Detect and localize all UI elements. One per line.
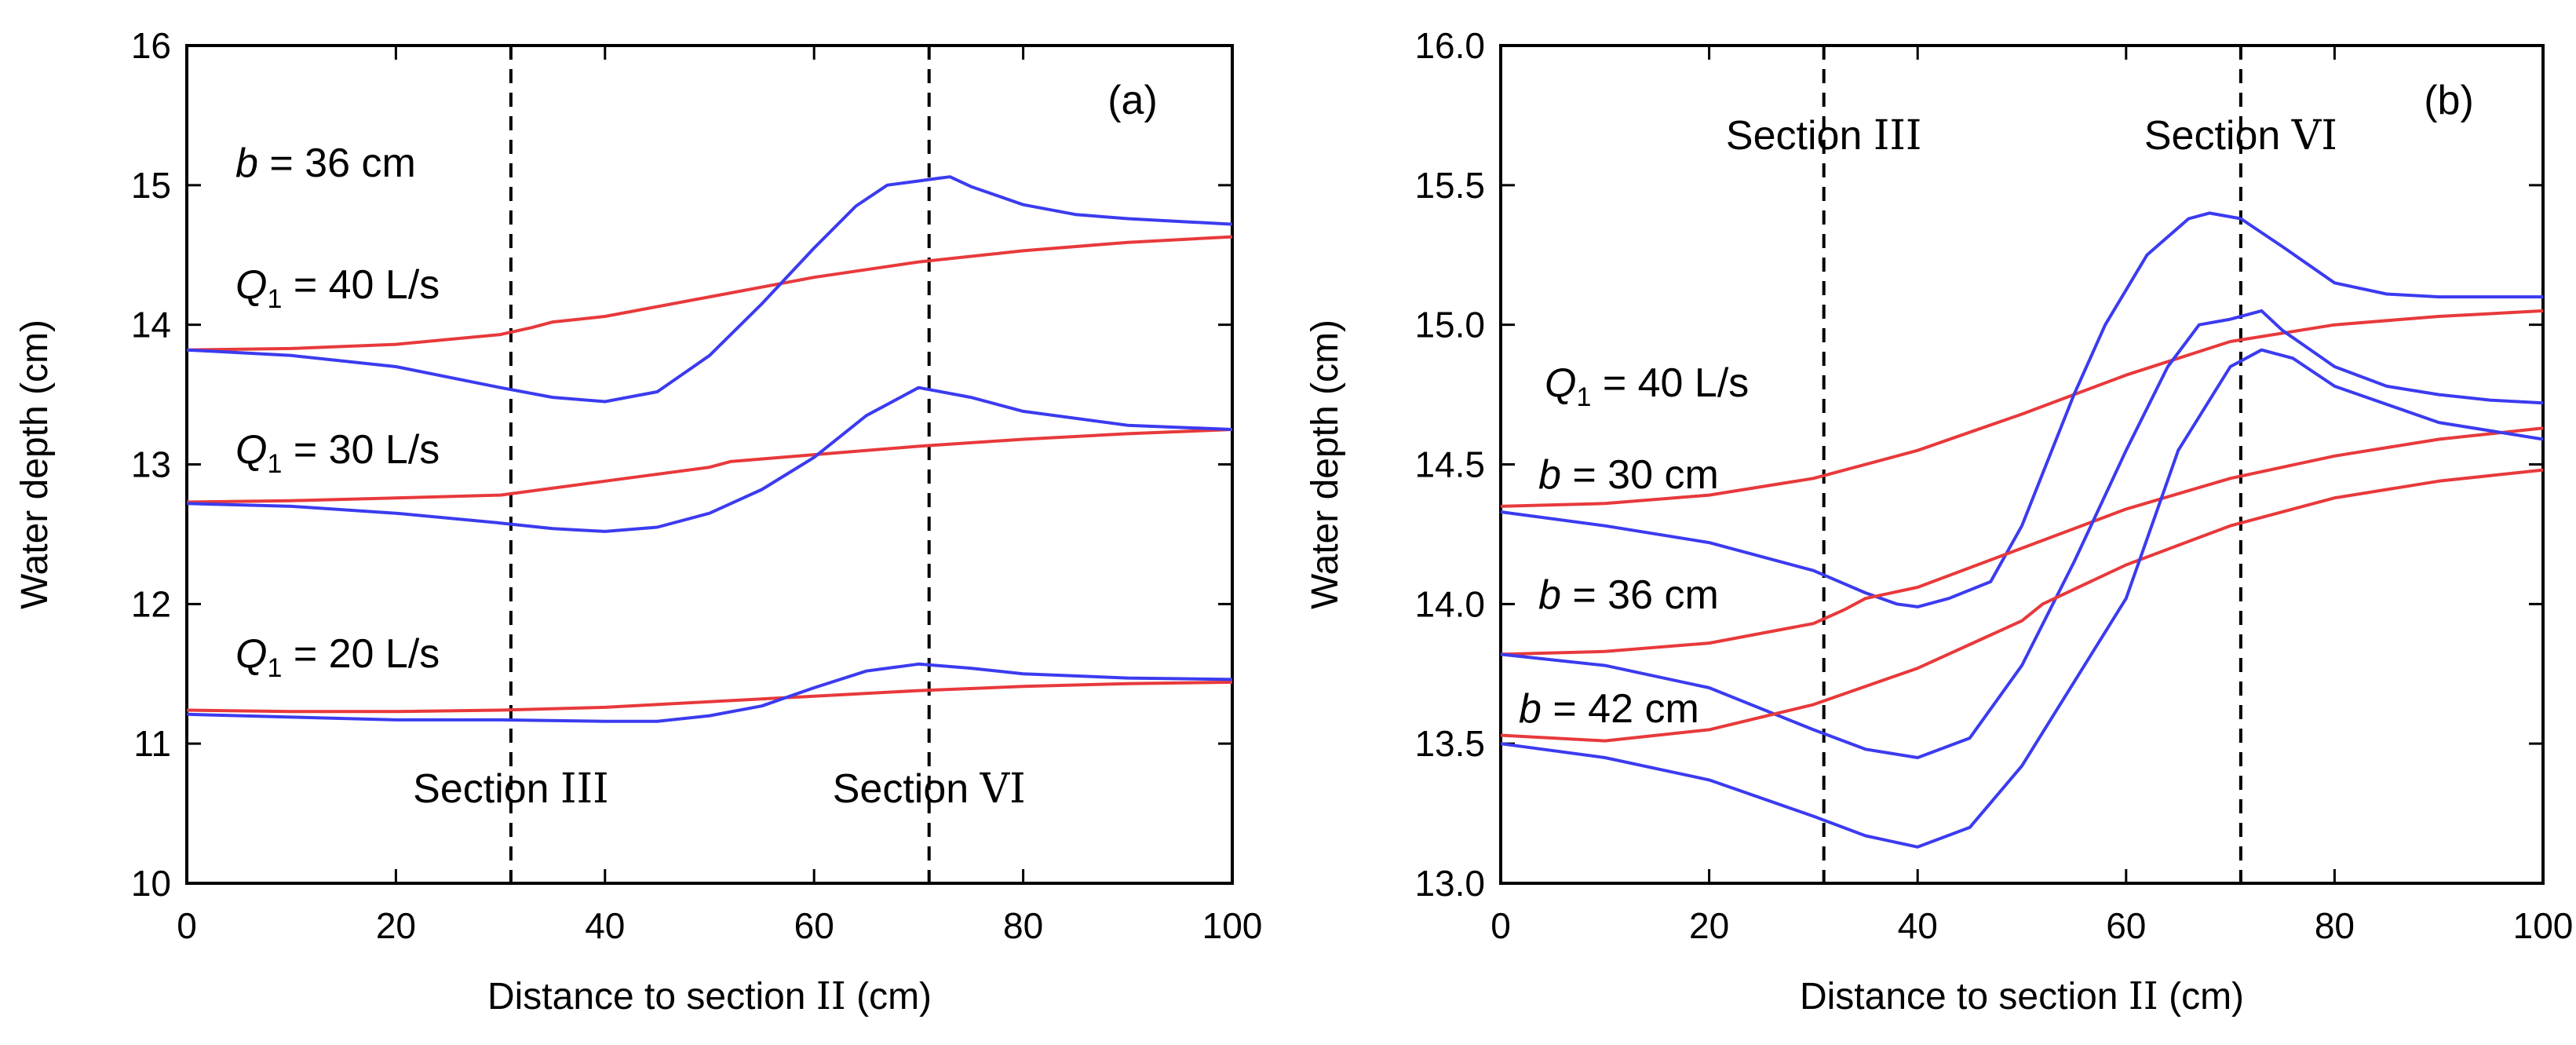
- y-tick-label: 14: [131, 305, 171, 345]
- y-tick-label: 13.0: [1414, 863, 1485, 904]
- section-label: Section III: [413, 765, 609, 813]
- series-annotation: b = 36 cm: [1538, 572, 1719, 618]
- x-tick-label: 100: [1202, 905, 1263, 946]
- y-axis-label: Water depth (cm): [14, 320, 56, 609]
- x-tick-label: 80: [2315, 905, 2355, 946]
- series-annotation: b = 30 cm: [1538, 452, 1719, 498]
- y-tick-label: 13: [131, 444, 171, 485]
- y-tick-label: 13.5: [1414, 723, 1485, 764]
- series-annotation: b = 42 cm: [1519, 686, 1699, 732]
- x-tick-label: 40: [585, 905, 625, 946]
- x-tick-label: 60: [794, 905, 834, 946]
- series-line-red: [1500, 468, 2544, 743]
- section-label: Section III: [1726, 112, 1922, 159]
- series-annotation: Q1 = 20 L/s: [235, 631, 440, 683]
- x-tick-label: 40: [1898, 905, 1938, 946]
- panel-label: (a): [1107, 78, 1158, 123]
- y-tick-label: 15.5: [1414, 165, 1485, 206]
- y-axis-label: Water depth (cm): [1304, 320, 1346, 609]
- y-tick-label: 16: [131, 25, 171, 66]
- series-line-red: [186, 428, 1233, 504]
- x-tick-label: 0: [1491, 905, 1511, 946]
- panel-b: 0 20 40 60 80 100 13.0 13.5 14.0 14.5 15.0 15.5 16.0…: [1304, 25, 2573, 1018]
- y-tick-label: 15: [131, 165, 171, 206]
- series-line-red: [1500, 426, 2544, 656]
- x-tick-label: 20: [376, 905, 416, 946]
- series-line-blue: [186, 175, 1233, 404]
- x-tick-label: 100: [2513, 905, 2574, 946]
- series-line-blue: [186, 385, 1233, 533]
- section-label: Section VI: [2144, 112, 2337, 159]
- panel-label: (b): [2424, 78, 2474, 123]
- x-axis-label: Distance to section II (cm): [487, 974, 932, 1018]
- x-tick-label: 60: [2106, 905, 2146, 946]
- series-annotation: b = 36 cm: [235, 141, 416, 186]
- x-tick-label: 20: [1689, 905, 1729, 946]
- y-tick-label: 12: [131, 583, 171, 624]
- series-line-blue: [1500, 309, 2544, 759]
- series-line-blue: [1500, 211, 2543, 608]
- y-tick-label: 16.0: [1414, 25, 1485, 66]
- y-tick-label: 14.0: [1414, 583, 1485, 624]
- series-line-red: [186, 235, 1233, 352]
- y-tick-label: 14.5: [1414, 444, 1485, 485]
- y-tick-label: 11: [133, 723, 171, 764]
- panel-a: 0 20 40 60 80 100 10 11 12 13 14 15 16 Distance to se…: [14, 25, 1262, 1018]
- series-annotation: Q1 = 40 L/s: [1545, 360, 1749, 412]
- series-line-red: [186, 680, 1233, 714]
- series-annotation: Q1 = 40 L/s: [235, 262, 440, 314]
- y-tick-label: 10: [131, 863, 171, 904]
- section-label: Section VI: [833, 765, 1026, 813]
- y-tick-label: 15.0: [1414, 305, 1485, 345]
- x-tick-label: 0: [177, 905, 197, 946]
- x-tick-label: 80: [1003, 905, 1043, 946]
- series-line-blue: [186, 662, 1233, 723]
- series-annotation: Q1 = 30 L/s: [235, 427, 440, 479]
- series-line-blue: [1500, 348, 2544, 849]
- x-axis-label: Distance to section II (cm): [1800, 974, 2244, 1018]
- series-line-red: [1500, 309, 2544, 508]
